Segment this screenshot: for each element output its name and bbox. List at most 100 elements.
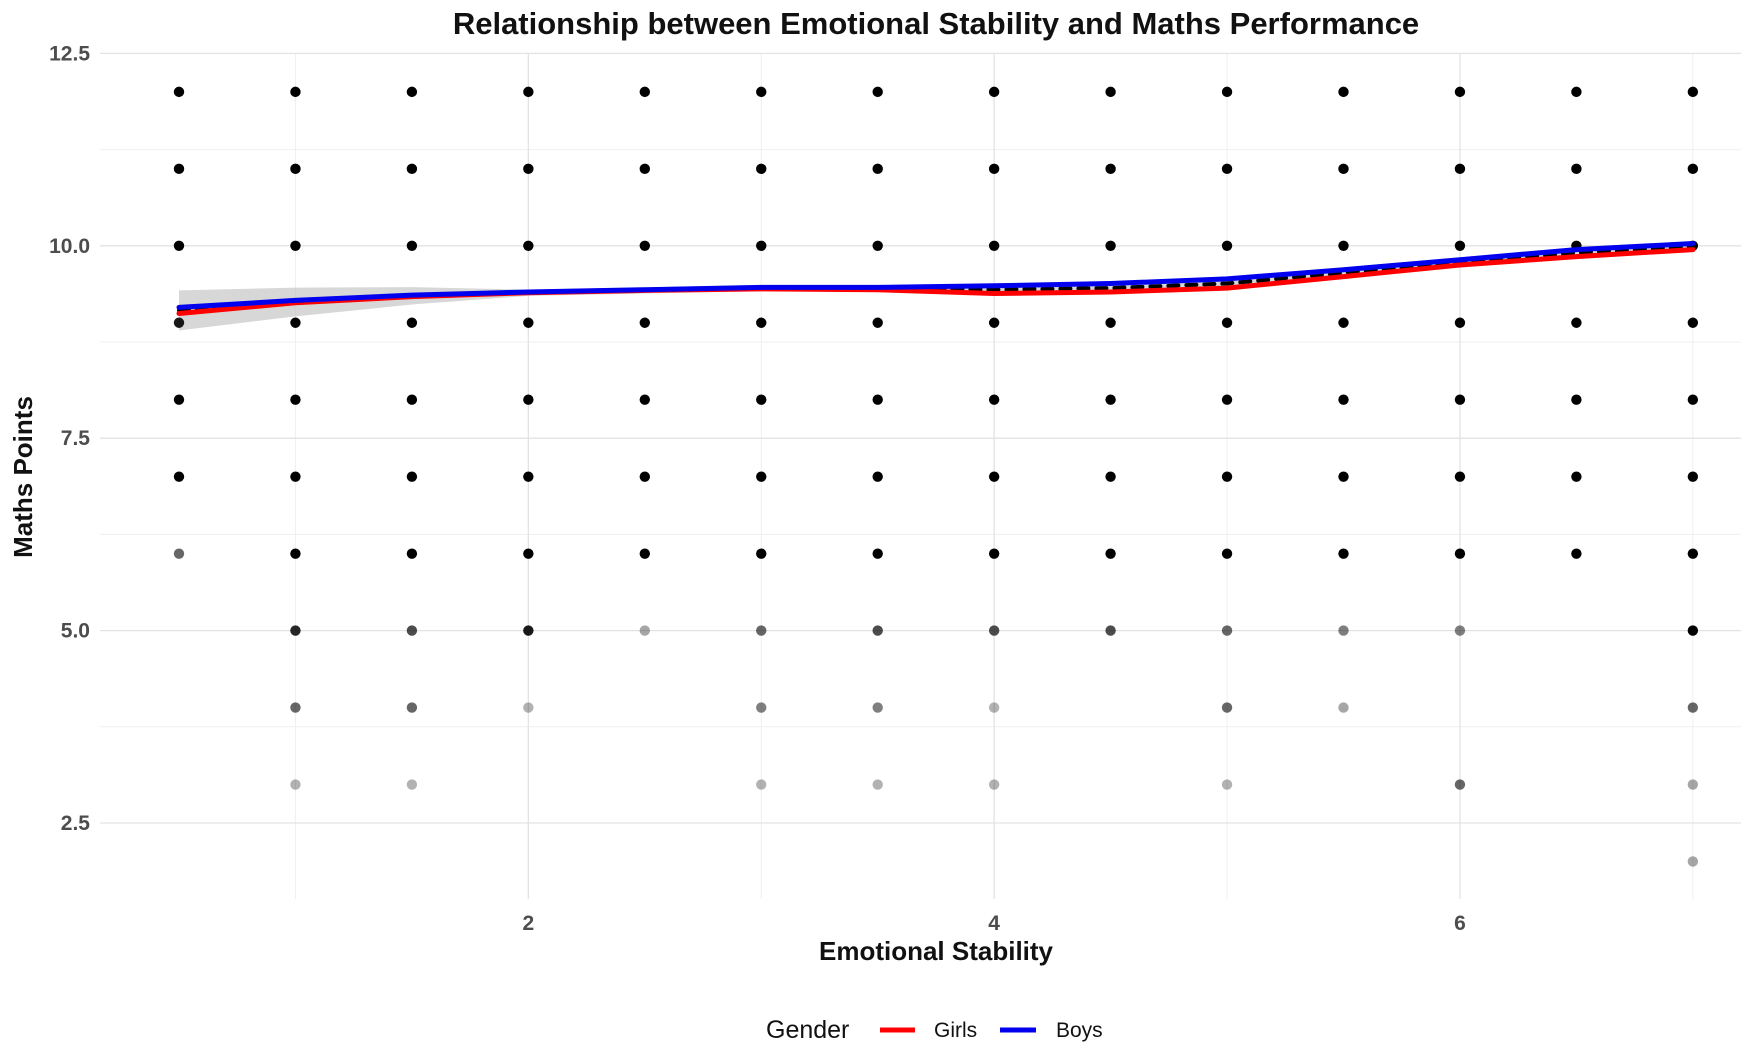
data-point: [639, 394, 650, 405]
data-point: [988, 163, 1000, 175]
data-point: [1338, 163, 1349, 175]
data-point: [1571, 86, 1582, 98]
data-point: [872, 702, 883, 713]
y-axis-title: Maths Points: [8, 396, 38, 558]
data-point: [872, 394, 883, 405]
series-line-boys: [176, 241, 1696, 310]
data-point: [872, 240, 883, 251]
smooth-lines: [176, 241, 1696, 316]
data-point: [406, 317, 418, 328]
data-point: [756, 394, 767, 405]
data-point: [1338, 471, 1349, 482]
data-point: [1221, 548, 1233, 559]
data-point: [1105, 317, 1116, 328]
x-tick-label: 4: [988, 912, 1000, 935]
x-axis-title: Emotional Stability: [819, 936, 1054, 966]
data-point: [173, 471, 185, 482]
data-point: [988, 240, 1000, 251]
data-point: [1454, 163, 1466, 175]
data-point: [1221, 471, 1233, 482]
data-point: [639, 163, 650, 175]
chart-title: Relationship between Emotional Stability…: [453, 6, 1419, 41]
x-tick-label: 2: [523, 912, 535, 935]
data-point: [1221, 86, 1233, 98]
data-point: [639, 86, 650, 98]
data-point: [406, 471, 418, 482]
data-point: [872, 548, 883, 559]
data-point: [1571, 471, 1582, 482]
data-point: [1105, 240, 1116, 251]
data-point: [290, 702, 301, 713]
data-point: [290, 548, 301, 559]
data-point: [1338, 317, 1349, 328]
data-point: [173, 86, 185, 98]
tick-labels: 2 4 6 2.5 5.0 7.5 10.0 12.5: [49, 42, 1466, 935]
data-point: [988, 548, 1000, 559]
data-point: [173, 548, 185, 559]
data-point: [406, 548, 418, 559]
data-point: [988, 317, 1000, 328]
data-point: [1571, 548, 1582, 559]
data-point: [406, 86, 418, 98]
data-point: [1454, 548, 1466, 559]
data-point: [290, 394, 301, 405]
data-point: [1687, 625, 1699, 636]
data-point: [988, 625, 1000, 636]
data-point: [406, 394, 418, 405]
data-point: [406, 163, 418, 175]
data-point: [1338, 548, 1349, 559]
data-point: [1338, 86, 1349, 98]
data-point: [523, 163, 534, 175]
data-point: [1687, 702, 1699, 713]
data-point: [1454, 779, 1466, 790]
data-point: [872, 317, 883, 328]
data-point: [756, 317, 767, 328]
data-point: [1338, 394, 1349, 405]
data-point: [756, 702, 767, 713]
data-point: [639, 625, 650, 636]
data-point: [290, 86, 301, 98]
data-point: [1454, 625, 1466, 636]
data-point: [1454, 86, 1466, 98]
legend-title: Gender: [766, 1016, 849, 1044]
data-point: [1105, 163, 1116, 175]
data-point: [1221, 702, 1233, 713]
legend-label-boys: Boys: [1056, 1019, 1103, 1042]
data-point: [1687, 317, 1699, 328]
data-point: [756, 471, 767, 482]
data-point: [1221, 779, 1233, 790]
data-point: [756, 163, 767, 175]
data-point: [1221, 625, 1233, 636]
data-point: [872, 86, 883, 98]
data-point: [1338, 702, 1349, 713]
data-point: [1221, 317, 1233, 328]
data-point: [1687, 548, 1699, 559]
data-point: [290, 317, 301, 328]
data-point: [639, 471, 650, 482]
grid-lines: [100, 52, 1741, 899]
data-point: [872, 779, 883, 790]
data-point: [756, 240, 767, 251]
data-point: [1105, 394, 1116, 405]
data-point: [1571, 163, 1582, 175]
data-point: [1338, 240, 1349, 251]
data-point: [988, 86, 1000, 98]
data-point: [1454, 317, 1466, 328]
data-point: [173, 240, 185, 251]
data-point: [290, 163, 301, 175]
data-point: [523, 394, 534, 405]
data-point: [290, 471, 301, 482]
data-point: [523, 702, 534, 713]
data-point: [406, 625, 418, 636]
data-point: [1571, 317, 1582, 328]
data-point: [1338, 625, 1349, 636]
data-point: [756, 548, 767, 559]
data-point: [988, 779, 1000, 790]
data-point: [523, 240, 534, 251]
data-point: [1454, 394, 1466, 405]
data-point: [406, 779, 418, 790]
data-point: [988, 394, 1000, 405]
data-point: [639, 317, 650, 328]
data-point: [523, 471, 534, 482]
